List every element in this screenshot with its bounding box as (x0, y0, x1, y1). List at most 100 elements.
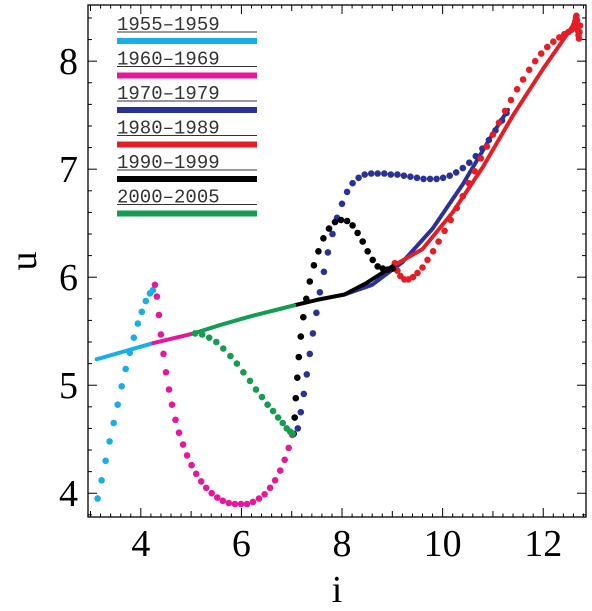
x-tick-label: 8 (333, 523, 352, 565)
data-point (424, 256, 431, 264)
data-point (471, 168, 479, 175)
data-point (165, 386, 173, 393)
data-point (271, 477, 279, 484)
data-point (407, 173, 414, 180)
data-point (274, 414, 282, 421)
data-point (446, 172, 454, 179)
data-point (98, 477, 105, 484)
data-point (279, 419, 287, 427)
data-point (219, 497, 227, 505)
series-line (191, 303, 297, 336)
plot-frame (87, 4, 587, 518)
x-tick-label: 10 (424, 523, 462, 565)
data-point (175, 429, 183, 437)
data-point (309, 330, 317, 337)
data-point (384, 266, 392, 273)
data-point (459, 164, 467, 172)
legend-swatch (117, 176, 257, 182)
data-point (501, 107, 509, 115)
data-point (297, 408, 305, 416)
data-point (297, 333, 305, 340)
data-point (343, 188, 351, 196)
data-point (266, 484, 274, 492)
data-point (537, 50, 545, 57)
data-point (452, 169, 460, 176)
data-point (453, 204, 461, 212)
legend-swatch (117, 72, 257, 79)
data-point (313, 309, 320, 317)
data-point (281, 456, 289, 464)
data-point (295, 353, 303, 361)
data-point (420, 175, 427, 183)
data-point (261, 491, 268, 498)
data-point (315, 248, 322, 255)
data-point (138, 308, 146, 316)
data-point (320, 235, 327, 242)
data-point (188, 461, 195, 469)
series-5 (290, 216, 397, 438)
data-point (387, 171, 395, 178)
data-point (202, 484, 210, 492)
data-point (381, 170, 388, 177)
data-point (354, 229, 361, 237)
data-point (361, 171, 369, 178)
data-point (337, 216, 345, 224)
data-point (303, 295, 310, 303)
data-point (400, 172, 408, 179)
data-point (320, 268, 328, 276)
data-point (324, 249, 332, 256)
data-point (414, 269, 421, 277)
data-point (303, 371, 311, 378)
data-point (556, 34, 563, 41)
data-point (316, 289, 324, 296)
data-point (291, 414, 299, 421)
legend-label: 2000–2005 (117, 187, 220, 209)
data-point (208, 489, 215, 497)
data-point (294, 425, 302, 432)
axis-ticks (88, 5, 586, 517)
data-point (264, 401, 271, 409)
data-point (495, 119, 503, 126)
data-point (289, 430, 297, 438)
data-point (374, 170, 382, 177)
data-point (310, 262, 318, 269)
data-point (576, 22, 584, 29)
data-point (240, 369, 247, 376)
data-point (489, 131, 497, 138)
data-point (435, 238, 442, 245)
series-line (342, 107, 510, 297)
data-point (465, 179, 473, 187)
data-point (472, 152, 480, 160)
data-point (485, 136, 493, 144)
data-point (162, 369, 170, 376)
series-layer (94, 12, 584, 508)
data-point (110, 419, 117, 427)
data-point (168, 401, 176, 409)
data-point (441, 227, 448, 235)
data-point (249, 498, 257, 506)
data-point (433, 175, 440, 183)
x-axis-label: i (332, 569, 343, 611)
legend-label: 1970–1979 (117, 83, 220, 105)
y-tick-label: 5 (59, 365, 78, 407)
data-point (573, 16, 581, 24)
data-point (477, 155, 485, 162)
data-point (142, 297, 150, 305)
data-point (329, 230, 336, 238)
legend: 1955–1959 1960–1969 1970–1979 1980–1989 1990… (117, 14, 257, 217)
series-line (292, 264, 395, 308)
data-point (160, 350, 167, 358)
data-point (183, 452, 191, 459)
data-point (389, 265, 397, 272)
data-point (225, 499, 233, 507)
y-tick-label: 6 (59, 257, 78, 299)
data-point (306, 278, 314, 285)
series-line (390, 18, 578, 269)
data-point (325, 225, 333, 232)
data-point (300, 390, 308, 398)
data-point (130, 334, 138, 342)
data-point (118, 383, 125, 390)
data-point (439, 174, 447, 182)
data-point (192, 470, 200, 478)
